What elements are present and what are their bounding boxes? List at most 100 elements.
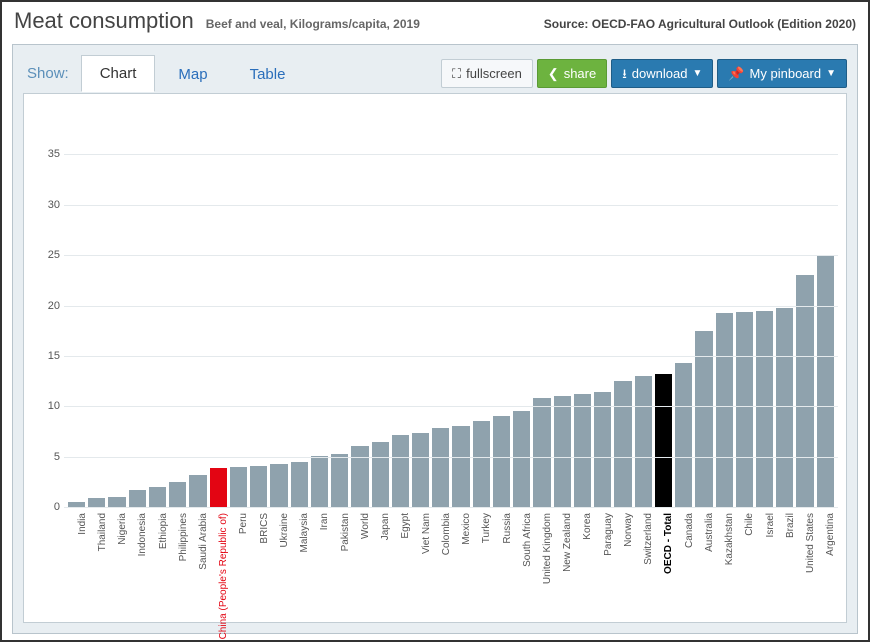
bar[interactable] — [473, 421, 490, 507]
x-axis-label: Kazakhstan — [724, 513, 735, 565]
x-axis-label: Peru — [238, 513, 249, 534]
bar[interactable] — [513, 411, 530, 507]
bar[interactable] — [817, 255, 834, 507]
bar[interactable] — [655, 374, 672, 507]
pinboard-label: My pinboard — [750, 66, 822, 81]
x-label-slot: Argentina — [817, 509, 834, 622]
share-label: share — [564, 66, 597, 81]
tab-chart[interactable]: Chart — [81, 55, 156, 92]
page-title: Meat consumption — [14, 8, 194, 34]
x-axis-label: Russia — [502, 513, 513, 544]
bar[interactable] — [554, 396, 571, 507]
bar[interactable] — [695, 331, 712, 507]
source-text: Source: OECD-FAO Agricultural Outlook (E… — [544, 17, 856, 31]
x-label-slot: Japan — [372, 509, 389, 622]
share-icon: ❮ — [548, 67, 559, 80]
x-axis-label: United Kingdom — [542, 513, 553, 584]
x-axis-label: Nigeria — [117, 513, 128, 545]
bar[interactable] — [250, 466, 267, 507]
bar[interactable] — [88, 498, 105, 507]
x-axis-label: Australia — [704, 513, 715, 552]
gridline — [64, 255, 838, 256]
bar[interactable] — [594, 392, 611, 507]
x-axis-label: Turkey — [481, 513, 492, 543]
x-axis-label: New Zealand — [562, 513, 573, 572]
fullscreen-button[interactable]: ⛶ fullscreen — [441, 59, 533, 88]
download-label: download — [632, 66, 688, 81]
bar[interactable] — [776, 308, 793, 507]
bar[interactable] — [432, 428, 449, 507]
bar[interactable] — [291, 462, 308, 507]
header: Meat consumption Beef and veal, Kilogram… — [2, 2, 868, 38]
tab-map[interactable]: Map — [159, 56, 226, 92]
bar[interactable] — [533, 398, 550, 507]
x-label-slot: BRICS — [250, 509, 267, 622]
bar[interactable] — [392, 435, 409, 507]
bar[interactable] — [412, 433, 429, 507]
gridline — [64, 507, 838, 508]
y-tick-label: 10 — [34, 400, 60, 412]
gridline — [64, 356, 838, 357]
bar[interactable] — [736, 312, 753, 507]
bar[interactable] — [574, 394, 591, 507]
x-label-slot: South Africa — [513, 509, 530, 622]
x-axis-label: Thailand — [97, 513, 108, 551]
x-label-slot: Canada — [675, 509, 692, 622]
bar[interactable] — [169, 482, 186, 507]
y-tick-label: 35 — [34, 148, 60, 160]
x-axis-label: Pakistan — [340, 513, 351, 551]
gridline — [64, 406, 838, 407]
x-axis-label: Brazil — [785, 513, 796, 538]
x-label-slot: Switzerland — [635, 509, 652, 622]
x-axis-label: Ethiopia — [158, 513, 169, 549]
x-label-slot: Nigeria — [108, 509, 125, 622]
download-icon: ⭳ — [622, 67, 627, 80]
bar[interactable] — [493, 416, 510, 507]
y-tick-label: 0 — [34, 501, 60, 513]
x-label-slot: Chile — [736, 509, 753, 622]
bar[interactable] — [149, 487, 166, 507]
gridline — [64, 205, 838, 206]
bar[interactable] — [108, 497, 125, 507]
bar[interactable] — [756, 311, 773, 507]
bar[interactable] — [452, 426, 469, 507]
x-label-slot: Pakistan — [331, 509, 348, 622]
bar[interactable] — [716, 313, 733, 507]
x-label-slot: Israel — [756, 509, 773, 622]
bar[interactable] — [311, 456, 328, 507]
x-axis-label: Switzerland — [643, 513, 654, 565]
y-tick-label: 5 — [34, 451, 60, 463]
pinboard-button[interactable]: 📌 My pinboard ▼ — [717, 59, 847, 88]
bar[interactable] — [270, 464, 287, 507]
x-label-slot: India — [68, 509, 85, 622]
bar[interactable] — [796, 275, 813, 507]
bar[interactable] — [635, 376, 652, 507]
x-label-slot: Norway — [614, 509, 631, 622]
x-axis-label: Chile — [744, 513, 755, 536]
bar[interactable] — [351, 446, 368, 507]
y-tick-label: 25 — [34, 249, 60, 261]
tab-table[interactable]: Table — [231, 56, 305, 92]
x-labels-container: IndiaThailandNigeriaIndonesiaEthiopiaPhi… — [64, 509, 838, 622]
download-button[interactable]: ⭳ download ▼ — [611, 59, 713, 88]
bar[interactable] — [331, 454, 348, 507]
pin-icon: 📌 — [728, 67, 744, 80]
x-axis-label: Iran — [319, 513, 330, 530]
bar[interactable] — [210, 468, 227, 507]
bar[interactable] — [372, 442, 389, 507]
x-axis-label: Ukraine — [279, 513, 290, 547]
x-label-slot: United Kingdom — [533, 509, 550, 622]
bar[interactable] — [675, 363, 692, 507]
x-label-slot: Saudi Arabia — [189, 509, 206, 622]
x-label-slot: Brazil — [776, 509, 793, 622]
bar[interactable] — [230, 467, 247, 507]
bar[interactable] — [129, 490, 146, 507]
chevron-down-icon: ▼ — [826, 68, 836, 79]
x-label-slot: Colombia — [432, 509, 449, 622]
share-button[interactable]: ❮ share — [537, 59, 607, 88]
y-tick-label: 15 — [34, 350, 60, 362]
bar[interactable] — [189, 475, 206, 507]
show-label: Show: — [27, 65, 69, 82]
bar[interactable] — [614, 381, 631, 507]
chevron-down-icon: ▼ — [692, 68, 702, 79]
